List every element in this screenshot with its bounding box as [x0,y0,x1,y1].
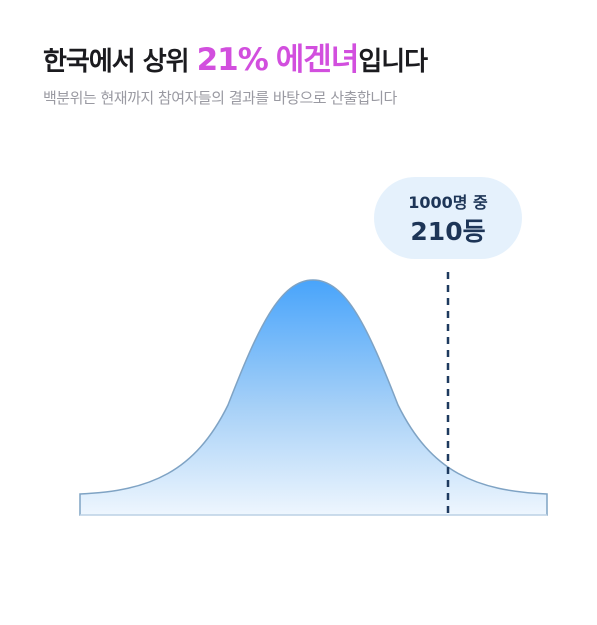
title-suffix: 입니다 [358,47,428,77]
rank-badge [374,177,522,259]
title-prefix: 한국에서 상위 [43,47,190,77]
bell-curve [79,279,548,516]
rank-value: 210등 [410,217,485,246]
title-percent: 21% [196,42,269,78]
title: 한국에서 상위 21% 에겐녀입니다 [43,34,428,79]
title-type: 에겐녀 [275,42,360,78]
rank-total: 1000명 중 [408,193,488,212]
subtitle: 백분위는 현재까지 참여자들의 결과를 바탕으로 산출합니다 [43,89,397,107]
